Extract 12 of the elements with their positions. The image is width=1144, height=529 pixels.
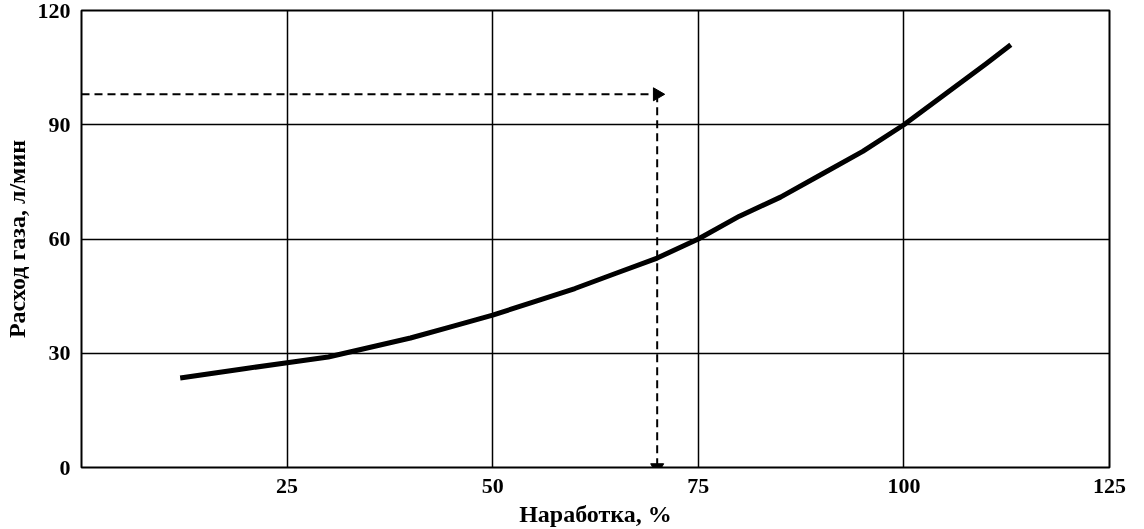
x-tick-label: 100 xyxy=(887,472,921,498)
y-axis-title: Расход газа, л/мин xyxy=(3,139,30,339)
y-tick-label: 60 xyxy=(48,226,71,251)
y-tick-label: 30 xyxy=(48,340,71,366)
y-tick-label: 120 xyxy=(37,0,71,23)
y-tick-label: 0 xyxy=(59,454,71,480)
x-axis-title: Наработка, % xyxy=(519,500,672,527)
x-tick-label: 50 xyxy=(481,472,504,498)
x-tick-label: 125 xyxy=(1093,472,1126,498)
x-tick-label: 75 xyxy=(687,472,710,498)
x-tick-label: 25 xyxy=(276,472,299,498)
y-tick-label: 90 xyxy=(48,111,71,137)
